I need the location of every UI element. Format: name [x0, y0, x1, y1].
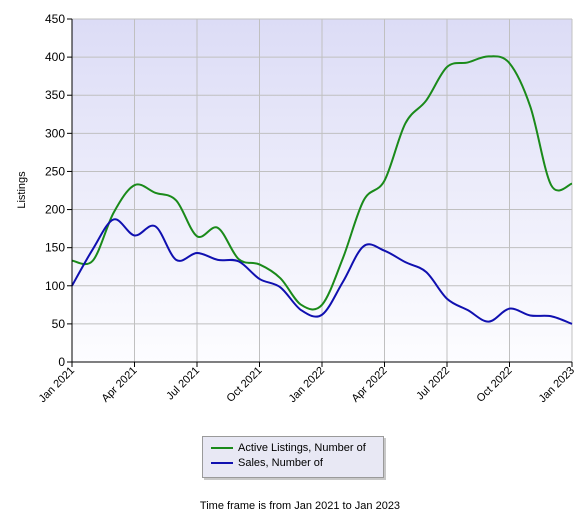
x-tick-label: Oct 2021 — [225, 365, 265, 405]
x-tick-label: Jul 2021 — [164, 365, 202, 403]
x-tick-label: Apr 2021 — [100, 365, 140, 405]
y-tick-label: 50 — [52, 317, 66, 331]
legend: Active Listings, Number of Sales, Number… — [202, 436, 384, 478]
y-tick-label: 400 — [45, 50, 65, 64]
y-tick-label: 150 — [45, 241, 65, 255]
y-tick-label: 100 — [45, 279, 65, 293]
y-tick-label: 0 — [58, 355, 65, 369]
series-line-sales — [71, 218, 573, 325]
series-lines — [71, 55, 573, 325]
legend-label-sales: Sales, Number of — [238, 457, 323, 469]
legend-swatch-sales — [211, 462, 233, 464]
chart: 0 50 100 150 200 250 300 350 400 450 Jan 2021 Apr … — [16, 12, 577, 405]
y-axis-label: Listings — [16, 171, 28, 209]
x-tick-label: Oct 2022 — [475, 365, 515, 405]
legend-swatch-active-listings — [211, 447, 233, 449]
x-tick-label: Jul 2022 — [414, 365, 452, 403]
y-axis-ticks: 0 50 100 150 200 250 300 350 400 450 — [45, 12, 72, 369]
legend-label-active-listings: Active Listings, Number of — [238, 442, 366, 454]
x-tick-label: Jan 2021 — [37, 365, 77, 405]
x-tick-label: Apr 2022 — [350, 365, 390, 405]
series-line-active-listings — [71, 55, 573, 311]
legend-item-active-listings: Active Listings, Number of — [211, 442, 366, 454]
y-tick-label: 250 — [45, 164, 65, 178]
legend-item-sales: Sales, Number of — [211, 457, 323, 469]
x-tick-label: Jan 2023 — [537, 365, 577, 405]
chart-caption: Time frame is from Jan 2021 to Jan 2023 — [199, 500, 401, 512]
y-tick-label: 450 — [45, 12, 65, 26]
y-tick-label: 200 — [45, 203, 65, 217]
y-tick-label: 350 — [45, 88, 65, 102]
x-tick-label: Jan 2022 — [287, 365, 327, 405]
x-axis-ticks: Jan 2021 Apr 2021 Jul 2021 Oct 2021 Jan 2022… — [37, 362, 577, 405]
y-tick-label: 300 — [45, 126, 65, 140]
